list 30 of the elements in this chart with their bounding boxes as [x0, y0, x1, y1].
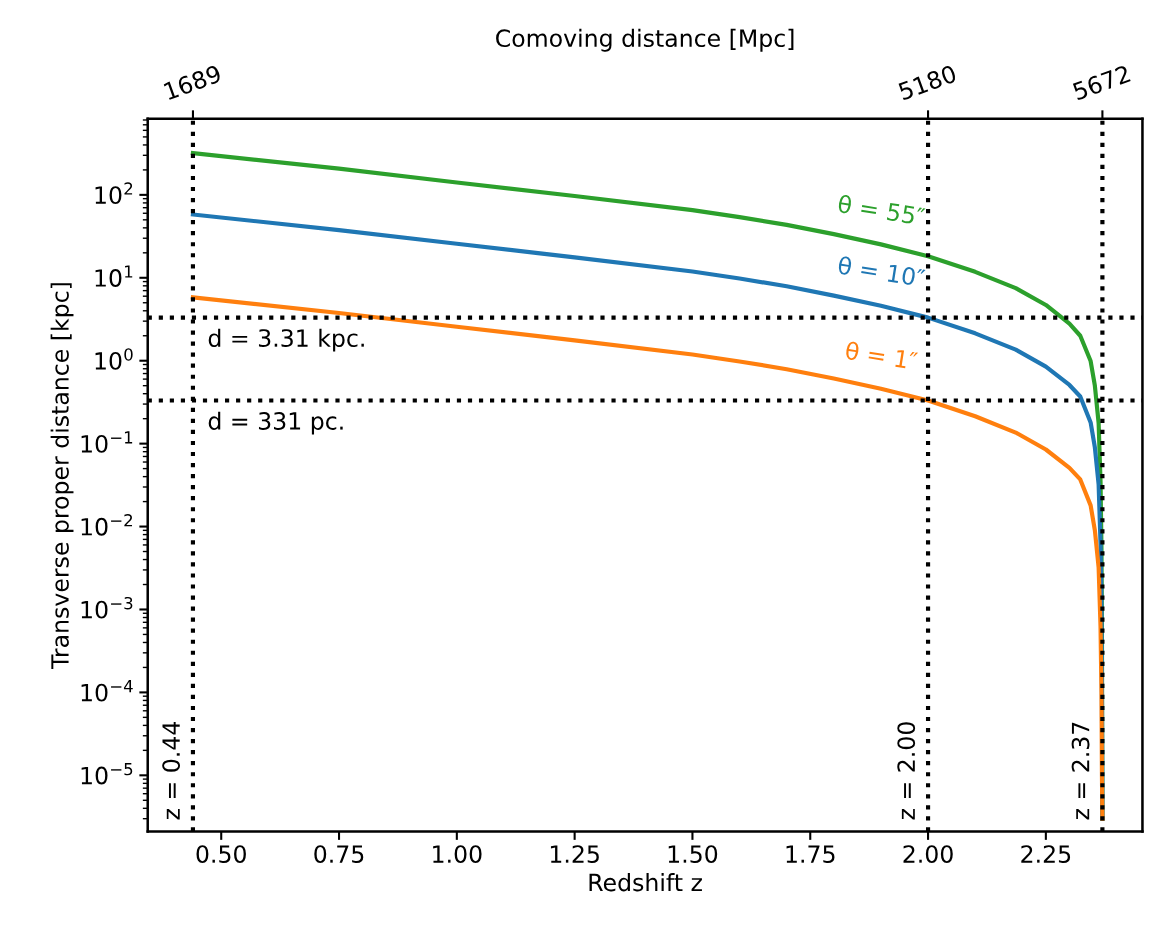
x-tick-label: 1.75: [786, 845, 835, 863]
x-tick-label: 2.25: [1021, 845, 1071, 863]
annotation: 5180: [897, 64, 958, 101]
ref-line-label: z = 2.00: [897, 722, 916, 820]
y-tick-label: 10$^{−1}$: [81, 431, 133, 453]
x-tick-label: 1.50: [668, 845, 718, 863]
y-axis-title: Transverse proper distance [kpc]: [50, 283, 74, 670]
x-axis-title: Redshift z: [589, 873, 702, 892]
y-tick-label: 10$^{−2}$: [81, 514, 133, 536]
x-tick-label: 0.75: [314, 845, 364, 863]
y-tick-label: 10$^{−3}$: [81, 596, 133, 619]
y-tick-label: 10$^{1}$: [95, 265, 133, 287]
y-tick-label: 10$^{0}$: [95, 348, 133, 370]
text: θ = 55″: [837, 194, 926, 226]
ref-line-label: z = 2.37: [1071, 722, 1090, 820]
annotation: 1689: [163, 64, 222, 101]
x-tick-label: 1.00: [433, 845, 482, 863]
ref-line-label: d = 331 pc.: [208, 411, 343, 435]
x-tick-label: 0.50: [196, 845, 246, 863]
ref-line-label: z = 0.44: [162, 721, 181, 820]
x-tick-label: 1.25: [550, 845, 599, 863]
text: θ = 10″: [837, 255, 926, 288]
y-tick-label: 10$^{−5}$: [81, 763, 133, 785]
y-tick-label: 10$^{2}$: [95, 182, 133, 204]
x2-axis-title: Comoving distance [Mpc]: [496, 28, 794, 52]
annotation: 5672: [1072, 64, 1131, 101]
x-tick-label: 2.00: [903, 845, 953, 863]
text: θ = 1″: [845, 340, 919, 371]
ref-line-label: d = 3.31 kpc.: [208, 328, 364, 352]
y-tick-label: 10$^{−4}$: [81, 680, 133, 702]
